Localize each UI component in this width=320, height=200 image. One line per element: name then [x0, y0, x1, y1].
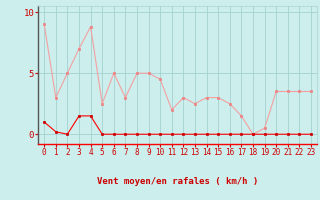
X-axis label: Vent moyen/en rafales ( km/h ): Vent moyen/en rafales ( km/h )	[97, 177, 258, 186]
